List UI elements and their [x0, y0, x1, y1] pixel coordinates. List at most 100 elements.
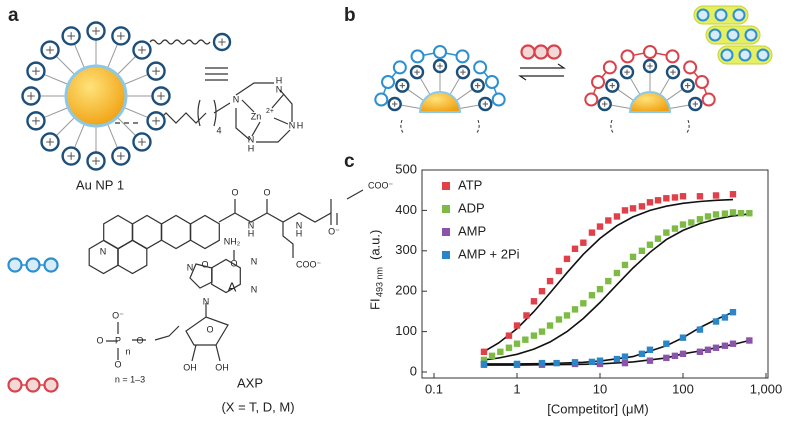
- plus-icon: [692, 101, 699, 107]
- atom: H: [248, 228, 255, 238]
- ligand: [116, 56, 136, 76]
- ligand: [74, 44, 85, 69]
- data-point: [580, 239, 587, 246]
- bead: [25, 257, 41, 273]
- plus-icon: [609, 82, 616, 89]
- atom: H: [248, 143, 255, 153]
- atom: H: [296, 228, 303, 238]
- atom: H: [297, 120, 304, 130]
- data-point: [646, 199, 654, 206]
- atom: O⁻: [328, 226, 340, 236]
- ligand: [456, 88, 474, 101]
- data-point: [712, 318, 720, 325]
- ligand: [56, 116, 76, 136]
- data-point: [621, 359, 629, 367]
- data-point: [530, 332, 538, 339]
- data-point: [588, 292, 596, 299]
- bead: [744, 28, 758, 42]
- legend-swatch: [442, 251, 450, 259]
- data-point: [696, 348, 704, 355]
- bead: [392, 60, 407, 75]
- data-point: [704, 346, 712, 353]
- data-point: [488, 352, 496, 360]
- reverse-arrow: [518, 75, 564, 81]
- data-point: [605, 277, 612, 285]
- panel-label: c: [344, 151, 355, 172]
- data-point: [588, 358, 596, 366]
- data-point: [596, 223, 604, 230]
- data-point: [663, 195, 670, 202]
- bead: [433, 45, 447, 59]
- atom: O: [230, 258, 237, 268]
- data-point: [646, 357, 654, 364]
- data-point: [621, 207, 629, 214]
- atom: H: [276, 75, 283, 85]
- atom: 2+: [266, 108, 274, 115]
- fit-curve: [483, 213, 750, 361]
- data-point: [505, 332, 513, 339]
- data-point: [513, 360, 521, 368]
- data-point: [646, 241, 654, 248]
- ligand: [616, 88, 634, 101]
- ligand: [400, 104, 421, 110]
- x-tick-label: 100: [672, 381, 694, 396]
- plus-icon: [414, 69, 420, 75]
- plus-icon: [684, 82, 691, 89]
- data-point: [629, 205, 637, 212]
- bead: [7, 377, 23, 393]
- bead: [756, 48, 770, 62]
- data-point: [729, 340, 737, 347]
- data-point: [654, 235, 662, 242]
- y-tick-label: 0: [410, 363, 417, 378]
- plus-icon: [601, 101, 608, 107]
- atom: OH: [215, 362, 229, 372]
- atom: n: [125, 346, 130, 356]
- ligand: [123, 107, 148, 118]
- plus-icon: [92, 157, 100, 165]
- x-tick-label: 10: [593, 381, 607, 396]
- data-point: [638, 203, 646, 210]
- legend-label: ATP: [458, 177, 482, 192]
- data-point: [571, 306, 579, 313]
- data-point: [621, 353, 629, 360]
- ligand: [459, 104, 480, 110]
- bead: [7, 257, 23, 273]
- panel-label: b: [344, 5, 356, 26]
- plus-icon: [152, 67, 160, 75]
- legend-label: AMP + 2Pi: [458, 246, 520, 261]
- atom: COO⁻: [296, 259, 322, 269]
- data-point: [671, 194, 679, 201]
- plus-icon: [138, 138, 146, 146]
- plus-icon: [117, 152, 125, 160]
- data-point: [596, 357, 604, 364]
- atom: N: [289, 120, 296, 130]
- data-point: [530, 298, 538, 305]
- atom: N: [248, 134, 255, 144]
- atom: NH₂: [224, 236, 241, 246]
- data-point: [729, 191, 737, 198]
- data-point: [480, 348, 488, 355]
- dash-mark: [400, 119, 480, 135]
- ligand: [659, 77, 671, 95]
- legend-swatch: [442, 228, 450, 236]
- y-label-sub: 493 nm: [374, 267, 384, 297]
- data-point: [746, 210, 753, 217]
- atom: N: [251, 284, 258, 294]
- ligand: [449, 77, 461, 95]
- atom: N: [100, 246, 107, 256]
- data-point: [729, 309, 737, 316]
- data-point: [663, 340, 670, 347]
- data-point: [654, 197, 662, 204]
- legend-swatch: [442, 182, 450, 190]
- molecule-name: A: [228, 279, 237, 294]
- fit-curve: [484, 311, 734, 365]
- data-point: [555, 267, 563, 275]
- bead: [701, 92, 716, 107]
- plus-icon: [67, 152, 75, 160]
- data-point: [505, 344, 513, 351]
- ligand: [666, 88, 684, 101]
- nanoparticle-label: Au NP 1: [76, 177, 124, 192]
- data-point: [588, 229, 596, 236]
- equivalence: [205, 67, 228, 81]
- bead: [533, 44, 549, 60]
